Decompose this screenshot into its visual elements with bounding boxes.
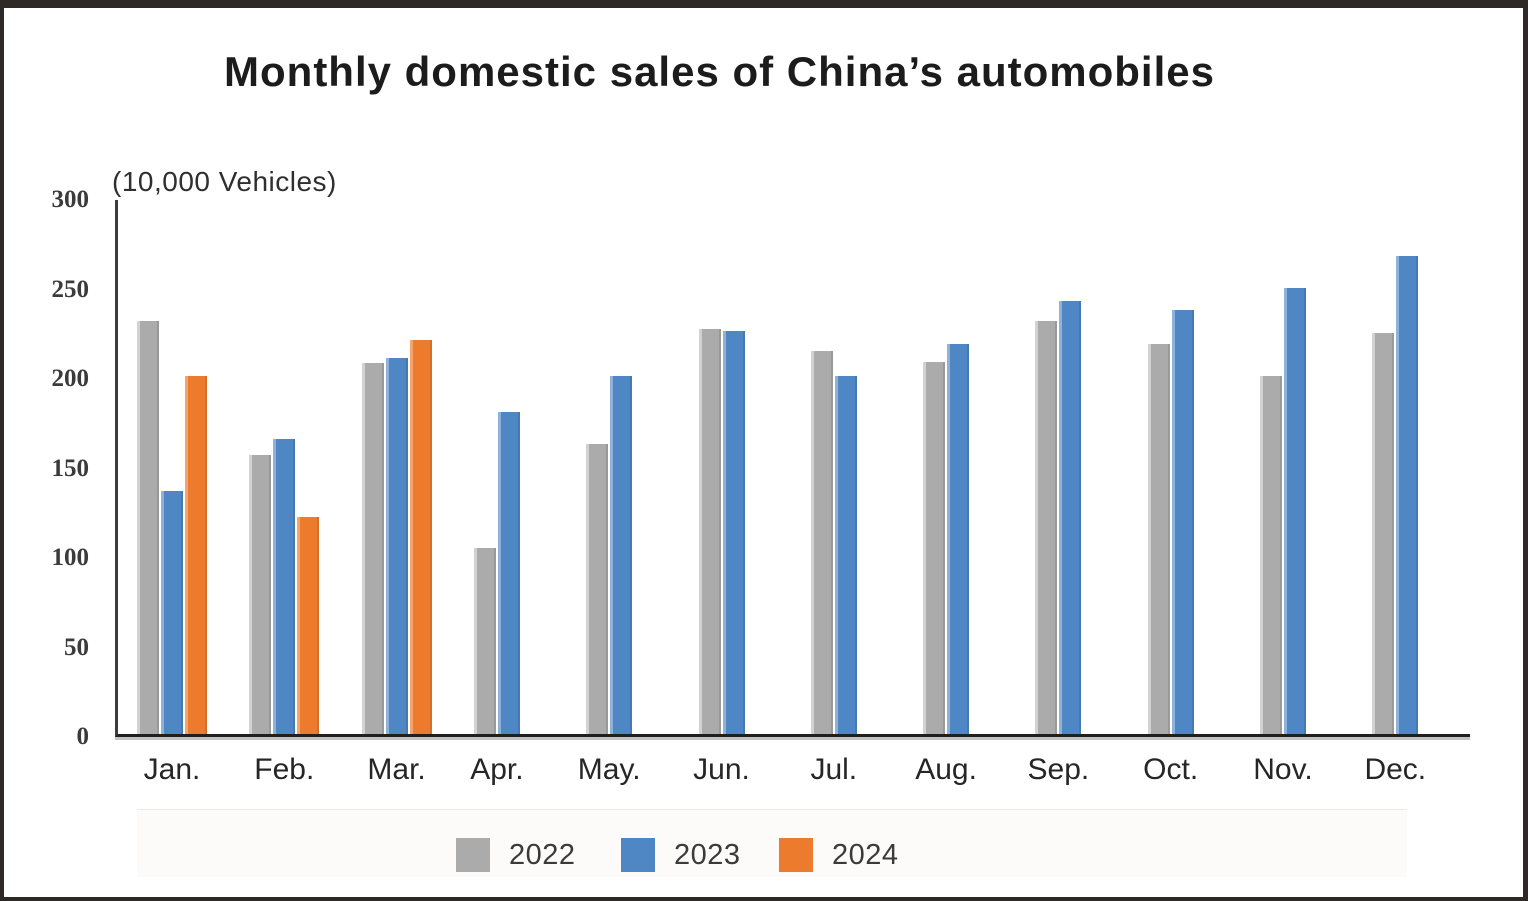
- bar-2022-sep: [1035, 321, 1058, 734]
- bar-cluster-mar: [361, 340, 432, 734]
- legend-item-2023: 2023: [621, 838, 741, 872]
- bar-2023-apr: [497, 412, 520, 734]
- legend-label-2024: 2024: [832, 838, 899, 871]
- x-tick-label-dec: Dec.: [1364, 753, 1427, 786]
- y-tick-label-0: 0: [76, 723, 90, 750]
- bar-2023-jan: [161, 491, 183, 734]
- bar-cluster-jan: [137, 321, 207, 734]
- bar-2022-oct: [1147, 344, 1170, 734]
- legend-label-2022: 2022: [509, 838, 576, 871]
- bar-2022-jun: [698, 329, 721, 734]
- y-tick-label-300: 300: [51, 186, 90, 213]
- bar-2022-jan: [137, 321, 159, 734]
- plot-area: [115, 200, 1470, 740]
- y-tick-label-250: 250: [51, 275, 90, 303]
- bar-2022-feb: [249, 455, 272, 734]
- bar-cluster-feb: [249, 439, 320, 734]
- bar-2022-apr: [473, 548, 496, 734]
- bar-cluster-nov: [1260, 288, 1306, 734]
- legend-swatch-2024: [779, 838, 813, 872]
- bar-2022-jul: [810, 351, 833, 734]
- bar-cluster-jul: [810, 351, 857, 734]
- bar-cluster-oct: [1147, 310, 1194, 734]
- x-tick-label-apr: Apr.: [470, 753, 524, 786]
- bar-2022-may: [586, 444, 609, 734]
- bar-2023-nov: [1284, 288, 1306, 734]
- x-tick-label-sep: Sep.: [1027, 753, 1090, 786]
- bar-2023-aug: [947, 344, 970, 734]
- bar-2024-feb: [297, 517, 320, 734]
- x-tick-label-oct: Oct.: [1143, 753, 1199, 786]
- bar-2023-oct: [1171, 310, 1194, 734]
- legend-item-2024: 2024: [779, 838, 899, 872]
- legend-swatch-2023: [621, 838, 655, 872]
- x-tick-label-may: May.: [577, 753, 641, 786]
- bar-2024-jan: [185, 376, 207, 734]
- legend-panel: [137, 809, 1407, 877]
- chart-title: Monthly domestic sales of China’s automo…: [224, 48, 1215, 95]
- legend-label-2023: 2023: [674, 838, 741, 871]
- bar-cluster-jun: [698, 329, 745, 734]
- bar-2023-jun: [722, 331, 745, 734]
- bar-2023-sep: [1059, 301, 1082, 734]
- legend-swatch-2022: [456, 838, 490, 872]
- bar-cluster-dec: [1372, 256, 1419, 734]
- bar-2024-mar: [409, 340, 432, 734]
- y-tick-label-200: 200: [51, 365, 90, 392]
- bar-2022-dec: [1372, 333, 1395, 734]
- bar-2023-mar: [385, 358, 408, 734]
- y-tick-label-100: 100: [51, 544, 90, 571]
- bar-cluster-apr: [473, 412, 520, 734]
- x-tick-label-jul: Jul.: [810, 753, 858, 786]
- bar-2022-mar: [361, 363, 384, 734]
- legend-item-2022: 2022: [456, 838, 576, 872]
- x-tick-label-jun: Jun.: [693, 753, 750, 786]
- x-tick-label-mar: Mar.: [367, 753, 426, 786]
- bar-cluster-aug: [923, 344, 970, 734]
- y-axis-unit-label: (10,000 Vehicles): [112, 166, 337, 197]
- bar-cluster-may: [586, 376, 633, 734]
- bar-2022-nov: [1260, 376, 1282, 734]
- x-tick-label-jan: Jan.: [143, 753, 201, 786]
- x-tick-label-nov: Nov.: [1253, 753, 1313, 786]
- x-tick-label-aug: Aug.: [915, 753, 977, 786]
- bar-2023-feb: [273, 439, 296, 734]
- bar-cluster-sep: [1035, 301, 1082, 734]
- bar-2022-aug: [923, 362, 946, 734]
- bar-2023-may: [610, 376, 633, 734]
- bar-2023-jul: [834, 376, 857, 734]
- y-tick-label-50: 50: [64, 633, 89, 661]
- y-tick-label-150: 150: [51, 454, 90, 482]
- bar-2023-dec: [1396, 256, 1419, 734]
- x-tick-label-feb: Feb.: [254, 753, 315, 786]
